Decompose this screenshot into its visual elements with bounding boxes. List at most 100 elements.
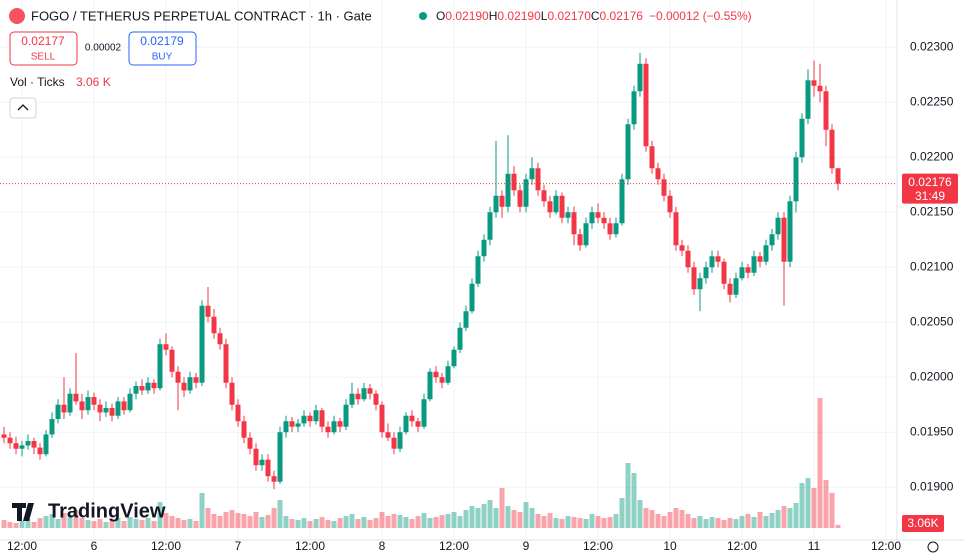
candle-body	[763, 245, 769, 262]
candle-body	[697, 278, 703, 290]
volume-bar	[253, 512, 259, 528]
candle-body	[757, 256, 763, 262]
volume-bar	[601, 518, 607, 528]
candle-body	[295, 423, 301, 427]
candle-body	[211, 316, 217, 334]
collapse-button[interactable]	[9, 97, 37, 119]
candle-body	[367, 388, 373, 394]
sell-button[interactable]	[9, 31, 78, 66]
volume-bar	[547, 513, 553, 528]
volume-legend-value: 3.06 K	[76, 75, 111, 89]
volume-bar	[127, 517, 133, 528]
volume-bar	[67, 517, 73, 528]
candle-body	[55, 404, 61, 420]
y-tick-label: 0.02300	[910, 39, 954, 53]
candle-body	[673, 212, 679, 246]
ohlc-h: 0.02190	[497, 9, 541, 23]
volume-bar	[415, 516, 421, 528]
volume-bar	[751, 517, 757, 528]
candle-body	[199, 305, 205, 383]
volume-bar	[361, 517, 367, 528]
buy-button[interactable]	[128, 31, 197, 66]
candle-body	[607, 223, 613, 235]
grid	[0, 0, 897, 540]
volume-bar	[247, 516, 253, 528]
candle-body	[541, 190, 547, 202]
volume-bar	[427, 518, 433, 528]
x-tick-label: 12:00	[7, 539, 37, 553]
volume-bar	[223, 512, 229, 528]
candle-body	[571, 212, 577, 235]
volume-bar	[715, 518, 721, 528]
volume-bar	[1, 520, 7, 528]
volume-bar	[103, 522, 109, 528]
candle-body	[253, 448, 259, 466]
y-tick-label: 0.01950	[910, 424, 954, 438]
volume-bar	[73, 510, 79, 528]
candle-body	[181, 382, 187, 391]
candle-body	[91, 397, 97, 405]
volume-bar	[661, 516, 667, 528]
spread: 0.00002	[85, 43, 122, 54]
x-tick-label: 12:00	[151, 539, 181, 553]
candle-body	[313, 410, 319, 422]
candle-body	[433, 371, 439, 378]
volume-bar	[97, 519, 103, 528]
volume-bar	[199, 493, 205, 528]
volume-bar	[499, 488, 505, 528]
ohlc-legend: O0.02190H0.02190L0.02170C0.02176 −0.00012…	[436, 9, 752, 23]
candle-body	[73, 393, 79, 402]
volume-legend-label: Vol · Ticks	[10, 75, 65, 89]
volume-bar	[355, 519, 361, 528]
logo-text: TradingView	[48, 500, 166, 522]
candle-body	[7, 437, 13, 444]
volume-bar	[181, 520, 187, 528]
volume-bar	[781, 506, 787, 528]
symbol-icon	[9, 8, 25, 24]
ohlc-o-label: O	[436, 9, 445, 23]
candle-body	[439, 377, 445, 383]
candle-body	[259, 459, 265, 466]
y-tick-label: 0.02100	[910, 259, 954, 273]
ohlc-l: 0.02170	[547, 9, 591, 23]
candle-body	[661, 179, 667, 196]
candle-body	[145, 382, 151, 391]
candle-body	[823, 91, 829, 130]
candle-body	[781, 217, 787, 262]
candle-body	[289, 421, 295, 427]
candle-body	[709, 256, 715, 268]
candle-body	[649, 146, 655, 169]
candle-body	[223, 344, 229, 383]
candle-body	[793, 157, 799, 202]
ohlc-change: −0.00012 (−0.55%)	[649, 9, 752, 23]
y-tick-label: 0.02250	[910, 94, 954, 108]
candle-body	[1, 434, 7, 438]
chart-title: FOGO / TETHERUS PERPETUAL CONTRACT · 1h …	[31, 8, 372, 23]
volume-bar	[307, 521, 313, 528]
candle-body	[631, 91, 637, 125]
volume-bar	[217, 516, 223, 528]
volume-bar	[469, 506, 475, 528]
buy-label: BUY	[152, 52, 173, 63]
candle-body	[349, 393, 355, 405]
candle-body	[811, 80, 817, 86]
volume-bar	[595, 516, 601, 528]
volume-bar	[295, 520, 301, 528]
candle-body	[205, 305, 211, 317]
candle-body	[121, 401, 127, 411]
volume-bar	[55, 519, 61, 528]
candle-body	[523, 179, 529, 207]
candle-layer	[1, 52, 841, 490]
volume-bar	[817, 398, 823, 528]
volume-bar	[193, 521, 199, 528]
volume-bar	[619, 498, 625, 528]
candle-body	[565, 212, 571, 218]
ohlc-c-label: C	[591, 9, 600, 23]
candle-body	[595, 212, 601, 218]
settings-icon[interactable]	[927, 541, 939, 553]
volume-bar	[535, 514, 541, 528]
volume-bar	[529, 508, 535, 528]
candle-body	[739, 267, 745, 279]
candle-body	[385, 432, 391, 438]
candle-body	[31, 441, 37, 448]
